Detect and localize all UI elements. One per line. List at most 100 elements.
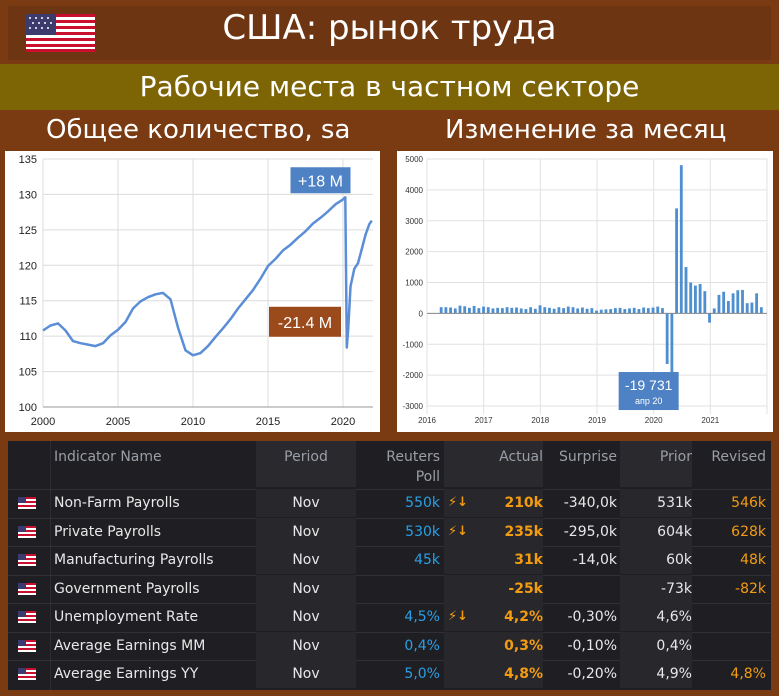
table-row[interactable]: Private Payrolls Nov 530k ⚡↓ 235k -295,0k 604k… (8, 517, 771, 546)
period: Nov (292, 495, 320, 511)
prior-value: 4,6% (656, 609, 692, 625)
bar (557, 307, 561, 314)
annotation-box (290, 167, 351, 194)
header-reuters-poll[interactable]: Reuters Poll (360, 441, 440, 493)
us-flag-icon (18, 525, 36, 538)
bar (646, 308, 650, 314)
header-revised[interactable]: Revised (711, 449, 766, 465)
us-flag-icon (18, 611, 36, 623)
table-row[interactable]: Government Payrolls Nov -25k -73k -82k (8, 574, 771, 603)
line-chart: 100 105 110 115 120 125 130 135 2000 2005 2010 2015… (19, 154, 373, 428)
surprise-flag-icon: ⚡↓ (448, 495, 469, 510)
revised-value: 628k (731, 523, 766, 540)
bar (585, 308, 589, 314)
reuters-poll: 5,0% (404, 666, 440, 682)
header-surprise[interactable]: Surprise (559, 449, 617, 465)
left-chart-caption: Общее количество, sa (46, 115, 351, 145)
bar (679, 165, 683, 314)
bar (548, 307, 551, 314)
table-row[interactable]: Unemployment Rate Nov 4,5% ⚡↓ 4,2% -0,30% 4,6% (8, 603, 771, 631)
bar (496, 307, 500, 314)
title-bar (8, 6, 771, 60)
y-tick-label: 100 (19, 402, 37, 414)
x-tick-label: 2020 (331, 416, 355, 428)
bar (717, 294, 721, 314)
header-reuters: Reuters (386, 449, 440, 465)
page-subtitle: Рабочие места в частном секторе (139, 70, 640, 103)
bar (595, 310, 598, 314)
bar (689, 282, 693, 314)
annotation-value: -19 731 (625, 377, 673, 393)
us-flag-icon (18, 582, 36, 595)
bar (571, 307, 575, 314)
y-tick-label: 120 (19, 260, 37, 272)
y-tick-label: 130 (19, 189, 37, 201)
us-flag-icon (18, 554, 36, 566)
period: Nov (292, 580, 320, 597)
bar (726, 301, 730, 314)
x-tick-label: 2000 (31, 416, 55, 428)
revised-value: -82k (735, 580, 766, 597)
revised-value (696, 603, 766, 631)
header-period[interactable]: Period (256, 441, 356, 487)
x-tick-label: 2015 (256, 416, 280, 428)
x-tick-label: 2016 (418, 416, 436, 425)
bar (515, 307, 518, 314)
y-tick-label: 110 (19, 331, 37, 343)
bar (759, 307, 763, 314)
table-row[interactable]: Average Earnings YY Nov 5,0% 4,8% -0,20% 4,9%… (8, 660, 771, 688)
bar (623, 309, 627, 314)
header-actual[interactable]: Actual (444, 441, 543, 487)
header-prior[interactable]: Prior (620, 441, 692, 487)
indicator-name: Government Payrolls (54, 580, 200, 597)
surprise-value: -295,0k (563, 523, 617, 540)
annotation-box (269, 306, 341, 337)
bar (468, 307, 471, 314)
period: Nov (292, 637, 320, 654)
revised-value: 546k (731, 495, 766, 511)
indicators-table: Indicator Name Period Reuters Poll Actua… (8, 441, 771, 690)
x-tick-label: 2021 (701, 416, 719, 425)
bar (675, 208, 678, 314)
actual-value: 0,3% (504, 637, 543, 654)
y-tick-label: 2000 (405, 248, 423, 257)
table-row[interactable]: Manufacturing Payrolls Nov 45k 31k -14,0k 60k… (8, 546, 771, 574)
table-row[interactable]: Non-Farm Payrolls Nov 550k ⚡↓ 210k -340,0k 531… (8, 489, 771, 517)
period: Nov (292, 666, 320, 682)
revised-value: 4,8% (730, 666, 766, 682)
bar (538, 305, 542, 314)
bar (694, 285, 697, 314)
table-row[interactable]: Average Earnings MM Nov 0,4% 0,3% -0,10% 0,4% (8, 631, 771, 660)
bar (613, 308, 617, 314)
y-tick-label: 3000 (405, 217, 423, 226)
bar (632, 307, 636, 314)
reuters-poll (360, 575, 440, 603)
bar (618, 307, 622, 314)
bar (529, 307, 533, 314)
actual-value: -25k (508, 580, 543, 597)
header-indicator[interactable]: Indicator Name (54, 449, 162, 465)
bar (590, 308, 594, 314)
bar (656, 306, 660, 314)
surprise-value: -340,0k (563, 495, 617, 511)
prior-value: -73k (661, 580, 692, 597)
y-tick-label: 125 (19, 225, 37, 237)
y-tick-label: 115 (19, 296, 37, 308)
page-title: США: рынок труда (222, 8, 557, 48)
bar (684, 267, 688, 314)
surprise-value: -0,20% (567, 666, 617, 682)
bar (543, 307, 547, 314)
x-tick-label: 2010 (181, 416, 205, 428)
indicator-name: Private Payrolls (54, 523, 162, 540)
actual-value: 235k (504, 523, 543, 540)
bar (670, 313, 674, 406)
indicator-name: Average Earnings MM (54, 637, 206, 654)
bar (510, 307, 514, 314)
y-tick-label: 1000 (405, 279, 423, 288)
bar (741, 289, 744, 314)
bar (665, 313, 669, 365)
indicator-name: Average Earnings YY (54, 666, 199, 682)
bar (599, 309, 603, 314)
bar (505, 307, 509, 314)
reuters-poll: 0,4% (404, 637, 440, 654)
